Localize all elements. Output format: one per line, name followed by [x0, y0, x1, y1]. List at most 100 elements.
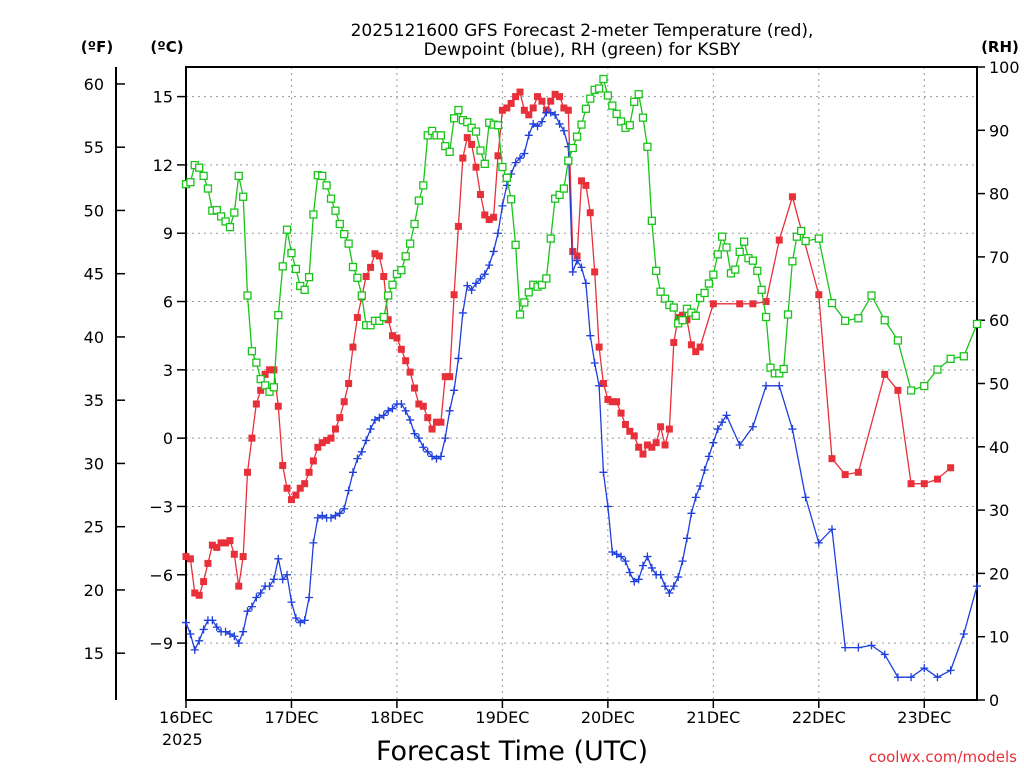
rh-point: [322, 181, 331, 190]
rh-point: [753, 266, 762, 275]
rh-point: [713, 250, 722, 259]
rh-tick-label: 60: [989, 311, 1009, 330]
dewpoint-point: [327, 513, 336, 522]
fahrenheit-tick-label: 30: [84, 454, 104, 473]
temperature-point: [529, 104, 537, 112]
dewpoint-point: [493, 229, 502, 238]
temperature-point: [635, 443, 643, 451]
rh-point: [471, 127, 481, 136]
rh-point: [555, 190, 564, 200]
temperature-point: [687, 341, 695, 349]
x-tick-label: 22DEC: [792, 708, 846, 727]
dewpoint-point: [555, 119, 564, 128]
rh-point: [656, 287, 665, 296]
temperature-point: [415, 400, 423, 408]
rh-point: [757, 285, 766, 294]
temperature-point: [657, 423, 665, 431]
rh-point: [739, 237, 749, 246]
rh-point: [507, 195, 516, 204]
temperature-point: [257, 386, 265, 394]
temperature-point: [283, 484, 291, 492]
dewpoint-point: [568, 267, 577, 276]
dewpoint-point: [748, 422, 757, 431]
rh-point: [880, 316, 889, 325]
rh-point: [709, 270, 718, 279]
dewpoint-point: [419, 443, 428, 452]
temperature-point: [327, 434, 335, 442]
rh-point: [814, 234, 823, 243]
dewpoint-point: [401, 406, 410, 415]
dewpoint-point: [225, 629, 234, 638]
dewpoint-point: [709, 438, 718, 447]
rh-point: [309, 210, 318, 219]
dewpoint-point: [291, 614, 300, 623]
x-tick-label: 23DEC: [897, 708, 951, 727]
dewpoint-point: [335, 509, 344, 518]
dewpoint-point: [603, 502, 612, 511]
rh-point: [959, 352, 968, 361]
temperature-point: [309, 457, 317, 465]
dewpoint-point: [573, 256, 582, 265]
temperature-point: [454, 222, 462, 230]
rh-tick-label: 50: [989, 375, 1009, 394]
temperature-point: [762, 298, 770, 306]
temperature-point: [235, 582, 243, 590]
rh-point: [454, 105, 463, 115]
rh-point: [867, 291, 876, 300]
rh-point: [586, 94, 595, 103]
temperature-point: [538, 97, 546, 105]
temperature-point: [586, 209, 594, 217]
fahrenheit-tick-label: 50: [84, 201, 104, 220]
dewpoint-point: [608, 547, 617, 556]
dewpoint-point: [489, 247, 498, 256]
temperature-point: [573, 252, 581, 260]
temperature-point: [380, 272, 388, 280]
rh-tick-label: 20: [989, 564, 1009, 583]
dewpoint-point: [661, 582, 670, 591]
rh-point: [269, 383, 279, 392]
dewpoint-point: [880, 650, 889, 659]
temperature-point: [507, 99, 515, 107]
rh-tick-label: 80: [989, 185, 1009, 204]
temperature-point: [490, 213, 498, 221]
dewpoint-point: [559, 126, 568, 135]
dewpoint-point: [595, 381, 604, 390]
rh-point: [625, 121, 634, 130]
rh-point: [766, 363, 775, 372]
dewpoint-point: [243, 607, 252, 616]
dewpoint-point: [669, 582, 678, 591]
temperature-point: [617, 409, 625, 417]
fahrenheit-tick-label: 35: [84, 391, 104, 410]
dewpoint-point: [621, 557, 630, 566]
temperature-point: [459, 154, 467, 162]
temperature-point: [213, 543, 221, 551]
temperature-point: [336, 414, 344, 422]
dewpoint-point: [529, 119, 538, 128]
dewpoint-point: [581, 279, 590, 288]
dewpoint-point: [256, 588, 265, 597]
dewpoint-point: [441, 434, 450, 443]
dewpoint-point: [480, 270, 489, 279]
temperature-point: [933, 475, 941, 483]
rh-point: [379, 312, 388, 322]
rh-point: [603, 91, 613, 100]
rh-point: [441, 141, 450, 151]
dewpoint-point: [867, 641, 876, 650]
temperature-point: [362, 272, 370, 280]
dewpoint-point: [537, 117, 546, 126]
dewpoint-point: [577, 263, 586, 272]
temperature-point: [920, 480, 928, 488]
rh-point: [647, 216, 656, 225]
rh-tick-label: 10: [989, 628, 1009, 647]
credit-label: coolwx.com/models: [869, 748, 1017, 766]
rh-point: [581, 104, 591, 113]
x-axis-title: Forecast Time (UTC): [376, 736, 648, 767]
temperature-point: [569, 247, 577, 255]
celsius-tick-label: −3: [149, 497, 173, 516]
dewpoint-point: [221, 627, 230, 636]
rh-point: [669, 303, 678, 312]
dewpoint-point: [348, 468, 357, 477]
rh-point: [401, 252, 410, 261]
